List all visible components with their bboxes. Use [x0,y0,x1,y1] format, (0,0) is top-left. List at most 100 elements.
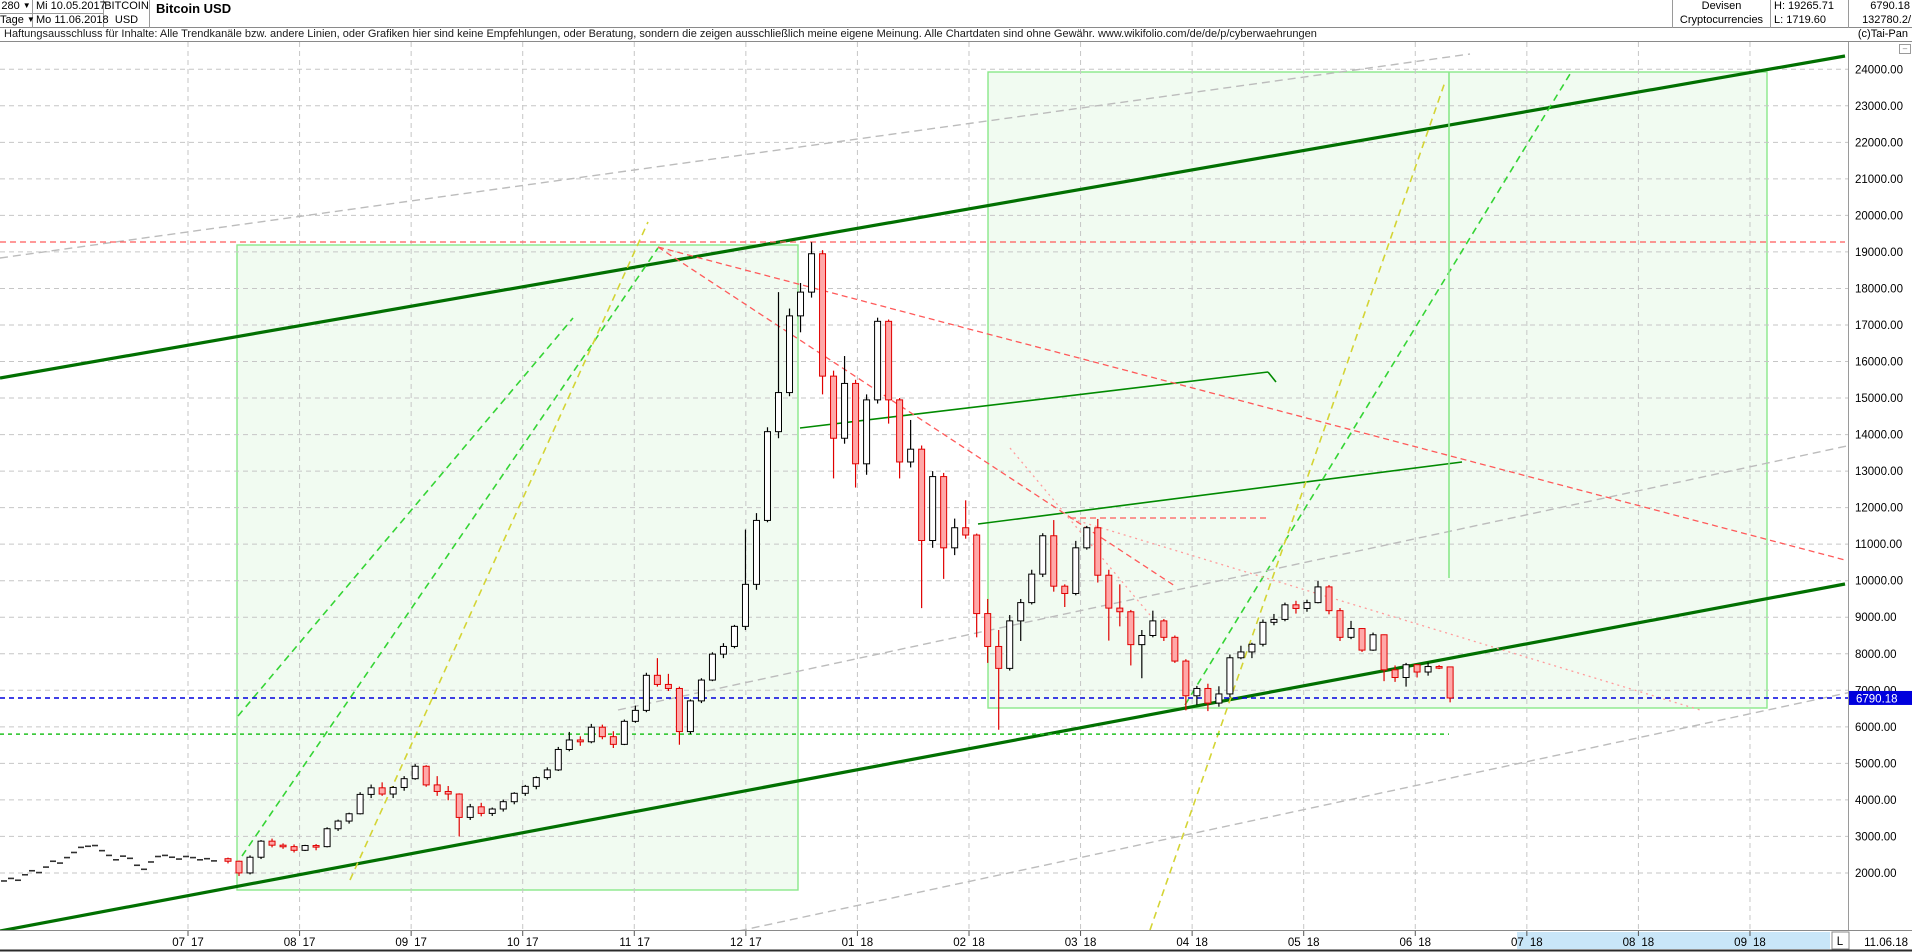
candle [477,806,485,814]
time-axis[interactable]: 07 17 08 17 09 17 10 17 11 17 12 17 01 18 02 18 03 18 04 18… [0,930,1912,952]
y-axis-label: 4000.00 [1855,795,1897,807]
candle [389,786,397,795]
x-axis-year-label: 18 [860,937,873,949]
candle [576,739,584,743]
candle [1182,660,1190,697]
candle [752,519,760,585]
candlestick-series [224,242,1454,877]
x-axis-month-label: 02 [953,937,966,949]
y-axis-label: 23000.00 [1855,101,1903,113]
x-axis-year-label: 17 [191,937,204,949]
candle [1413,664,1421,673]
candle [224,858,232,862]
candle [554,748,562,771]
price-axis[interactable]: 24000.00 23000.00 22000.00 21000.00 20000.00… [1848,42,1912,930]
candle [1369,634,1377,651]
candle [885,320,893,401]
date-to[interactable]: Mo 11.06.2018 [33,14,109,28]
y-axis-label: 20000.00 [1855,210,1903,222]
candle [775,392,782,433]
y-axis-label: 9000.00 [1855,612,1897,624]
y-axis-label: 18000.00 [1855,283,1903,295]
x-axis-year-label: 18 [1084,937,1097,949]
market-group: Devisen [1672,0,1770,14]
y-axis-label: 16000.00 [1855,357,1903,369]
x-axis-year-label: 18 [972,937,985,949]
candle [951,527,959,549]
candle [1050,535,1058,587]
candle [1149,620,1157,636]
candle [1083,527,1091,549]
candle [1336,610,1344,638]
candle [400,778,408,788]
candle [741,583,749,627]
candle [1204,687,1212,704]
candle [1215,693,1223,704]
candle [1127,611,1135,646]
x-axis-year-label: 18 [1753,937,1766,949]
candle [819,253,827,377]
candle [1248,643,1256,653]
candle [609,736,617,745]
date-from[interactable]: Mi 10.05.2017 [33,0,106,14]
candle [1380,634,1388,671]
symbol-currency: USD [104,14,150,28]
candle [1226,657,1234,695]
trend-box-left[interactable] [236,244,799,891]
candle [786,315,794,394]
candle [653,674,661,685]
trend-box-right[interactable] [987,71,1768,709]
candle [1006,620,1014,669]
plot-area[interactable] [0,30,1912,950]
candle [378,787,386,795]
candle [1039,535,1047,575]
y-axis-label: 24000.00 [1855,64,1903,76]
y-axis-label: 6000.00 [1855,722,1897,734]
x-axis-month-label: 03 [1065,937,1078,949]
candle [1028,573,1036,604]
candle [444,790,452,795]
symbol-name: BITCOIN [104,0,150,14]
candle [433,784,441,792]
candle [301,845,309,851]
x-axis-year-label: 18 [1418,937,1431,949]
y-axis-label: 15000.00 [1855,393,1903,405]
last-price: 6790.18 [1848,0,1912,14]
candle [411,765,419,780]
x-axis-month-label: 07 [1511,937,1524,949]
candle [312,845,320,848]
candle [1435,666,1443,669]
period-low: L: 1719.60 [1770,14,1848,28]
candle [279,844,287,848]
candle [808,253,816,293]
candle [1072,547,1080,594]
collapse-chart-button[interactable]: – [1899,44,1911,54]
candle [246,856,254,874]
x-axis-year-label: 17 [303,937,316,949]
x-axis-month-label: 09 [1734,937,1747,949]
candle [1446,666,1454,699]
x-axis-month-label: 06 [1399,937,1412,949]
candle [466,806,474,818]
x-axis-month-label: 12 [730,937,743,949]
x-axis-year-label: 18 [1307,937,1320,949]
candle [907,448,915,463]
period-dropdown[interactable]: Tage ▼ [0,14,35,28]
y-axis-label: 19000.00 [1855,247,1903,259]
y-axis-label: 13000.00 [1855,466,1903,478]
disclaimer-text: Haftungsausschluss für Inhalte: Alle Tre… [4,28,1317,40]
candle [697,679,705,702]
bars-count-dropdown[interactable]: 280 ▼ [0,0,33,14]
x-axis-month-label: 04 [1176,937,1189,949]
x-axis-month-label: 11 [619,937,631,949]
trend-lines[interactable] [0,53,1912,950]
candle [719,645,727,655]
x-axis-month-label: 05 [1288,937,1301,949]
x-axis-month-label: 10 [507,937,520,949]
candle [1281,604,1289,620]
gridlines [0,42,1848,930]
candle [995,645,1003,669]
candle [587,726,595,743]
